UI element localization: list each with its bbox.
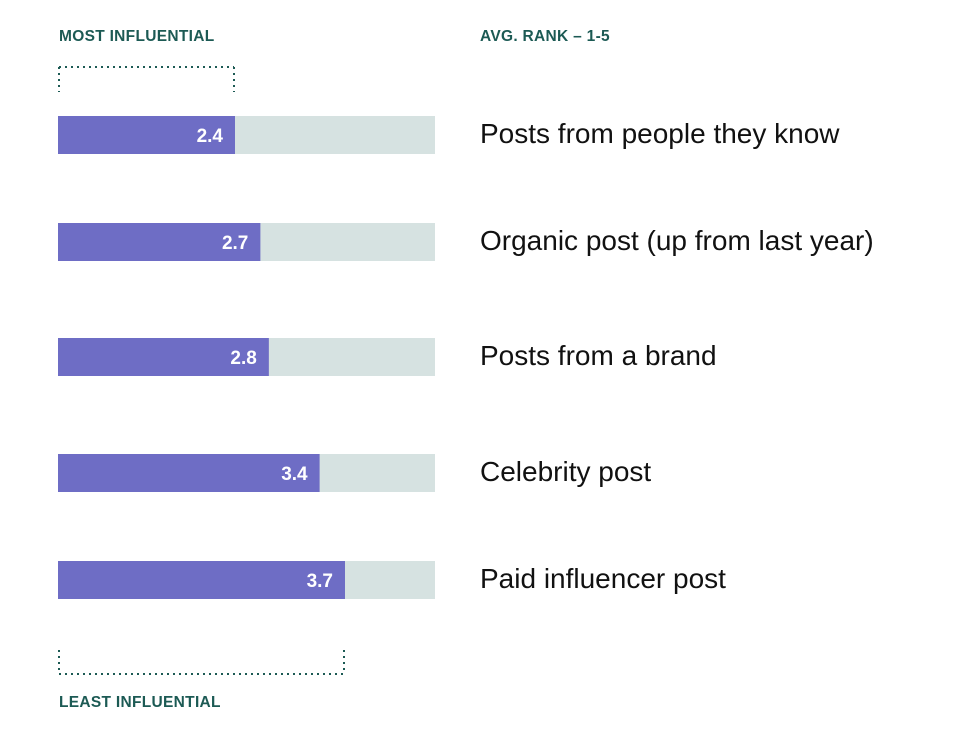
bar (58, 223, 261, 261)
category-label: Organic post (up from last year) (480, 225, 874, 256)
bars-group: 2.4 2.7 2.8 3.4 3.7 (58, 116, 435, 599)
bar-value-label: 2.8 (230, 348, 256, 369)
bar-value-label: 3.7 (307, 571, 333, 592)
avg-rank-label: AVG. RANK – 1-5 (480, 28, 610, 45)
category-label: Paid influencer post (480, 563, 726, 594)
scale-brackets (58, 66, 345, 675)
bar (58, 561, 345, 599)
least-influential-label: LEAST INFLUENTIAL (59, 694, 221, 711)
bar (58, 338, 269, 376)
category-label: Posts from people they know (480, 118, 840, 149)
most-influential-label: MOST INFLUENTIAL (59, 28, 215, 45)
bar-value-label: 2.4 (197, 126, 224, 147)
category-label: Posts from a brand (480, 340, 717, 371)
category-label: Celebrity post (480, 456, 652, 487)
bar (58, 454, 320, 492)
bar-value-label: 2.7 (222, 233, 248, 254)
bar-value-label: 3.4 (281, 464, 308, 485)
bar (58, 116, 235, 154)
